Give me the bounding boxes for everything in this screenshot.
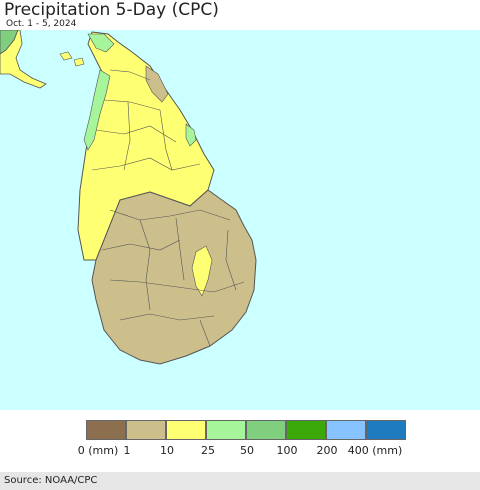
legend: 0 (mm) 1 10 25 50 100 200 400 (mm) [0,418,480,468]
legend-tick-6: 200 [316,444,338,457]
west-green-region [83,69,111,151]
legend-swatch-5 [286,420,326,440]
north-green-region [87,33,115,53]
legend-swatch-7 [366,420,406,440]
legend-swatch-0 [86,420,126,440]
india-coast-yellow [0,30,47,89]
legend-swatch-6 [326,420,366,440]
legend-tick-1: 1 [123,444,131,457]
legend-tick-3: 25 [201,444,215,457]
legend-swatch-2 [166,420,206,440]
central-yellow-patch [191,245,213,297]
legend-tick-5: 100 [276,444,298,457]
south-tan-region [91,189,257,365]
legend-tick-4: 50 [240,444,254,457]
legend-swatch-3 [206,420,246,440]
northern-islands [59,51,85,67]
northeast-tan-region [145,65,169,103]
legend-tick-7: 400 (mm) [347,444,403,457]
legend-tick-0: 0 (mm) [77,444,119,457]
legend-swatch-1 [126,420,166,440]
date-range: Oct. 1 - 5, 2024 [6,19,77,29]
source-credit: Source: NOAA/CPC [4,475,98,486]
district-boundaries [91,69,245,347]
legend-swatch-4 [246,420,286,440]
map-title: Precipitation 5-Day (CPC) [4,0,219,20]
legend-tick-2: 10 [160,444,174,457]
east-green-region [185,123,197,147]
footer: Source: NOAA/CPC [0,472,480,490]
precipitation-map [0,30,480,410]
